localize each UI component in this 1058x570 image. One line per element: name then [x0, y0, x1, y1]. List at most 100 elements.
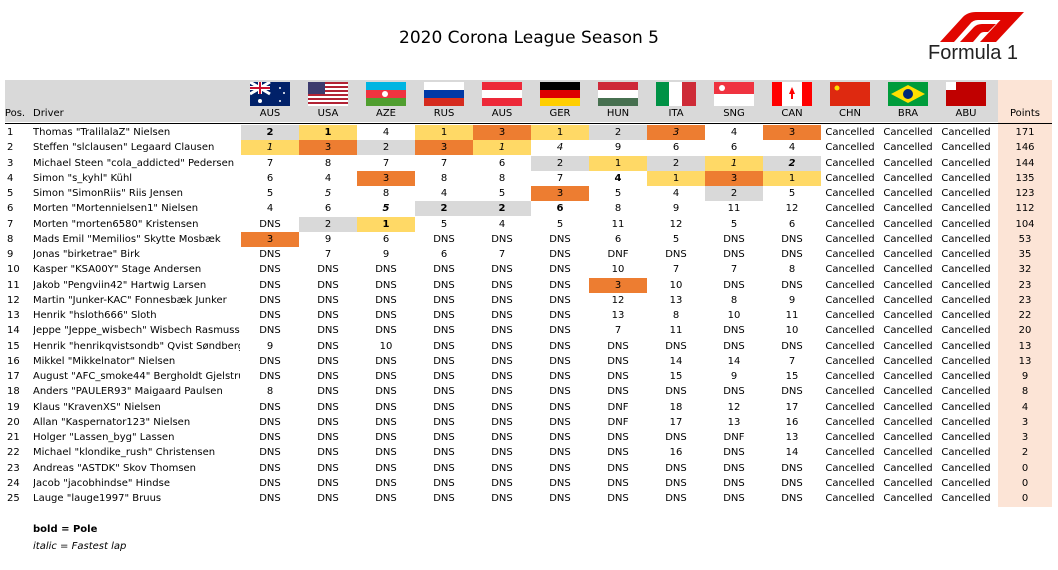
driver-name: August "AFC_smoke44" Bergholdt Gjelstrup — [33, 371, 240, 382]
race-result: 4 — [324, 172, 332, 184]
race-result: 2 — [531, 155, 589, 171]
race-result: Cancelled — [941, 127, 991, 138]
flag-usa-icon — [308, 82, 348, 106]
race-result: DNS — [259, 462, 281, 474]
race-result: 1 — [241, 140, 299, 156]
race-result: 3 — [473, 125, 531, 140]
flag-singapore-icon — [714, 82, 754, 106]
race-result: 7 — [440, 157, 448, 169]
header-race-7: ITA — [668, 108, 684, 119]
race-result: 12 — [727, 401, 741, 413]
table-row: 22 Michael "klondike_rush" Christensen DNS… — [0, 445, 1058, 460]
race-result: 1 — [705, 155, 763, 171]
race-result: 6 — [498, 157, 506, 169]
race-result: DNS — [375, 294, 397, 306]
header-pos: Pos. — [4, 108, 26, 119]
race-result: DNS — [665, 493, 687, 504]
race-result: 11 — [669, 325, 683, 337]
race-result: Cancelled — [941, 294, 991, 306]
flag-azerbaijan-icon — [366, 82, 406, 106]
table-row: 20 Allan "Kaspernator123" Nielsen DNS DNS DN… — [0, 415, 1058, 430]
race-result: Cancelled — [941, 172, 991, 184]
race-result: 2 — [705, 186, 763, 201]
f1-logo-icon — [940, 12, 1024, 42]
driver-name: Jakob "Pengviin42" Hartwig Larsen — [33, 279, 207, 291]
race-result: DNS — [259, 325, 281, 337]
race-result: DNS — [433, 325, 455, 337]
race-result: Cancelled — [825, 355, 875, 367]
race-result: 13 — [611, 310, 625, 321]
race-result: DNS — [259, 371, 281, 382]
race-result: 7 — [324, 249, 332, 260]
driver-points: 3 — [1021, 416, 1029, 428]
race-result: DNS — [549, 279, 571, 291]
race-result: 2 — [357, 140, 415, 156]
race-result: Cancelled — [883, 188, 933, 199]
flag-abu-dhabi-icon — [946, 82, 986, 106]
race-result: Cancelled — [825, 233, 875, 245]
race-result: Cancelled — [825, 386, 875, 398]
race-result: 4 — [498, 218, 506, 230]
race-result: 6 — [730, 142, 738, 154]
race-result: 7 — [498, 249, 506, 260]
row-position: 12 — [7, 294, 20, 306]
race-result: DNS — [317, 401, 339, 413]
race-result: Cancelled — [883, 493, 933, 504]
race-result: 4 — [382, 127, 390, 138]
race-result: DNS — [433, 416, 455, 428]
race-result: DNS — [317, 264, 339, 276]
race-result: DNS — [317, 432, 339, 443]
driver-name: Thomas "TralilalaZ" Nielsen — [33, 127, 171, 138]
row-position: 24 — [7, 477, 20, 489]
race-result: 5 — [440, 218, 448, 230]
race-result: 8 — [266, 386, 274, 398]
race-result: 3 — [705, 170, 763, 186]
race-result: 6 — [324, 203, 332, 215]
header-race-6: HUN — [606, 108, 630, 119]
flag-russia-icon — [424, 82, 464, 106]
driver-name: Jonas "birketrae" Birk — [33, 249, 140, 260]
race-result: Cancelled — [941, 386, 991, 398]
race-result: 14 — [727, 355, 741, 367]
driver-points: 53 — [1018, 233, 1032, 245]
header-race-12: ABU — [955, 108, 977, 119]
driver-points: 8 — [1021, 386, 1029, 398]
race-result: DNS — [491, 355, 513, 367]
table-row: 9 Jonas "birketrae" Birk DNS 7 9 6 7 DNS DNF DNS D… — [0, 247, 1058, 262]
race-result: 6 — [672, 142, 680, 154]
race-result: DNS — [259, 447, 281, 459]
race-result: DNS — [317, 279, 339, 291]
race-result: DNS — [317, 294, 339, 306]
race-result: 6 — [382, 233, 390, 245]
race-result: 9 — [324, 233, 332, 245]
race-result: DNS — [491, 477, 513, 489]
driver-points: 35 — [1018, 249, 1032, 260]
race-result: DNS — [317, 355, 339, 367]
race-result: DNS — [259, 416, 281, 428]
table-row: 13 Henrik "hsloth666" Sloth DNS DNS DNS DNS DN… — [0, 308, 1058, 323]
race-result: DNS — [491, 386, 513, 398]
race-result: DNS — [723, 477, 745, 489]
race-result: 5 — [498, 188, 506, 199]
race-result: DNS — [375, 279, 397, 291]
race-result: 2 — [299, 216, 357, 232]
race-result: 14 — [669, 355, 683, 367]
race-result: Cancelled — [883, 462, 933, 474]
table-row: 3 Michael Steen "cola_addicted" Pedersen 7… — [0, 155, 1058, 171]
race-result: DNS — [375, 386, 397, 398]
header-race-1: USA — [317, 108, 339, 119]
race-result: Cancelled — [883, 203, 933, 215]
race-result: 5 — [324, 188, 332, 199]
row-position: 13 — [7, 310, 20, 321]
race-result: 5 — [382, 203, 390, 215]
race-result: 8 — [614, 203, 622, 215]
race-result: 7 — [382, 157, 390, 169]
race-result: Cancelled — [941, 371, 991, 382]
driver-points: 104 — [1015, 218, 1035, 230]
race-result: DNS — [375, 355, 397, 367]
header-points: Points — [1009, 108, 1041, 119]
header-race-5: GER — [549, 108, 571, 119]
table-row: 4 Simon "s_kyhl" Kühl 6 4 3 8 8 7 4 1 3 1 Cancelled C… — [0, 170, 1058, 186]
race-result: 5 — [556, 218, 564, 230]
race-result: Cancelled — [941, 493, 991, 504]
